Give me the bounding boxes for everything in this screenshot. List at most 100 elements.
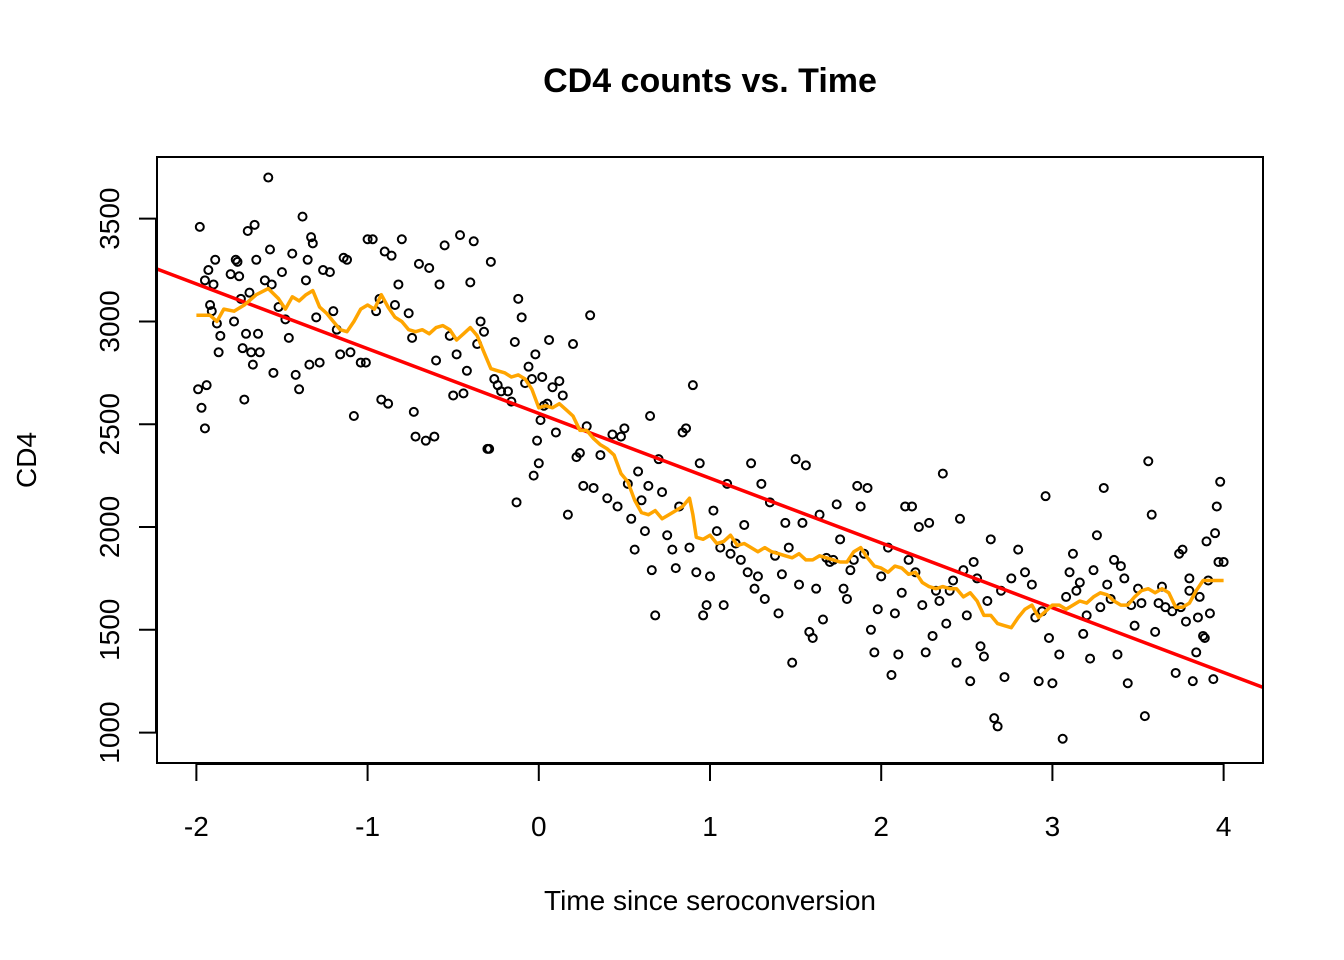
data-point xyxy=(304,359,315,370)
data-point xyxy=(838,583,849,594)
x-tick-label: 4 xyxy=(1216,811,1232,842)
data-point xyxy=(629,544,640,555)
data-point xyxy=(1119,573,1130,584)
points-layer xyxy=(193,172,1229,744)
data-point xyxy=(297,211,308,222)
data-point xyxy=(684,542,695,553)
data-point xyxy=(1215,476,1226,487)
data-point xyxy=(229,316,240,327)
data-point xyxy=(975,641,986,652)
data-point xyxy=(1201,536,1212,547)
data-point xyxy=(244,287,255,298)
data-point xyxy=(1105,593,1116,604)
data-point xyxy=(934,596,945,607)
data-point xyxy=(595,450,606,461)
data-point xyxy=(694,458,705,469)
data-point xyxy=(389,300,400,311)
data-point xyxy=(797,517,808,528)
data-point xyxy=(954,513,965,524)
data-point xyxy=(484,443,495,454)
data-point xyxy=(691,567,702,578)
data-point xyxy=(328,306,339,317)
data-point xyxy=(511,497,522,508)
data-point xyxy=(1146,509,1157,520)
data-point xyxy=(509,337,520,348)
data-point xyxy=(930,585,941,596)
y-tick-label: 2000 xyxy=(94,496,125,558)
data-point xyxy=(502,386,513,397)
data-point xyxy=(865,624,876,635)
y-axis-label: CD4 xyxy=(11,432,42,488)
data-point xyxy=(314,357,325,368)
data-point xyxy=(199,423,210,434)
data-point xyxy=(681,423,692,434)
data-point xyxy=(698,610,709,621)
data-point xyxy=(773,608,784,619)
data-point xyxy=(705,571,715,582)
data-point xyxy=(869,647,880,658)
data-point xyxy=(841,593,852,604)
data-point xyxy=(241,328,252,339)
data-point xyxy=(1211,501,1222,512)
data-point xyxy=(544,334,555,345)
data-point xyxy=(526,374,537,385)
linear-fit-line xyxy=(157,267,1263,690)
data-point xyxy=(434,279,445,290)
data-point xyxy=(396,234,407,245)
data-point xyxy=(615,431,626,442)
data-point xyxy=(742,567,753,578)
data-point xyxy=(1160,602,1171,613)
data-point xyxy=(1129,620,1140,631)
data-point xyxy=(532,435,543,446)
data-point xyxy=(1184,573,1195,584)
data-point xyxy=(439,240,450,251)
data-point xyxy=(845,565,856,576)
data-point xyxy=(951,657,962,668)
data-point xyxy=(907,501,918,512)
data-point xyxy=(410,431,421,442)
data-point xyxy=(889,608,900,619)
data-point xyxy=(1198,630,1209,641)
data-point xyxy=(407,332,418,343)
data-point xyxy=(1078,628,1089,639)
data-point xyxy=(807,633,818,644)
data-point xyxy=(342,254,353,265)
data-point xyxy=(1170,667,1181,678)
data-point xyxy=(1139,711,1150,722)
data-point xyxy=(900,501,911,512)
chart-title: CD4 counts vs. Time xyxy=(543,62,877,100)
data-point xyxy=(203,265,214,276)
data-point xyxy=(379,246,390,257)
data-point xyxy=(944,585,955,596)
y-tick-label: 1000 xyxy=(94,701,125,763)
data-point xyxy=(448,390,459,401)
data-point xyxy=(913,522,924,533)
data-point xyxy=(537,371,548,382)
data-point xyxy=(790,454,801,465)
data-point xyxy=(424,263,435,274)
data-point xyxy=(783,542,794,553)
data-point xyxy=(1020,567,1031,578)
data-point xyxy=(268,367,279,378)
data-point xyxy=(264,244,275,255)
data-point xyxy=(562,509,573,520)
data-point xyxy=(468,236,479,247)
data-point xyxy=(985,534,996,545)
data-point xyxy=(1033,676,1044,687)
y-tick-label: 2500 xyxy=(94,393,125,455)
data-point xyxy=(403,308,414,319)
data-point xyxy=(193,384,204,395)
data-point xyxy=(670,563,681,574)
data-point xyxy=(242,226,253,237)
x-tick-label: 0 xyxy=(531,811,547,842)
data-point xyxy=(199,275,210,286)
data-point xyxy=(835,534,846,545)
data-point xyxy=(213,347,224,358)
data-point xyxy=(232,256,243,267)
data-point xyxy=(367,234,378,245)
data-point xyxy=(1095,602,1106,613)
data-point xyxy=(650,610,661,621)
data-point xyxy=(429,431,440,442)
y-tick-label: 3500 xyxy=(94,188,125,250)
data-point xyxy=(210,254,221,265)
